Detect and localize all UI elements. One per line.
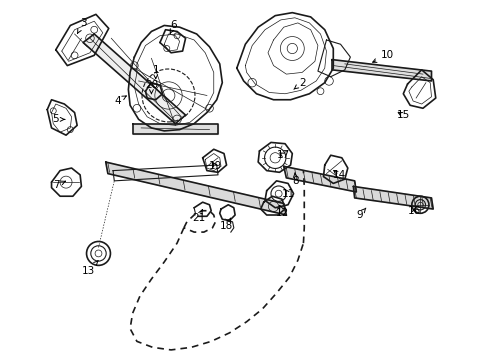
Text: 13: 13: [82, 261, 98, 275]
Text: 4: 4: [114, 96, 126, 106]
Text: 2: 2: [293, 78, 305, 89]
Text: 16: 16: [407, 206, 420, 216]
Text: 9: 9: [356, 208, 365, 220]
Text: 20: 20: [144, 80, 158, 94]
Text: 15: 15: [396, 110, 409, 120]
Text: 19: 19: [208, 161, 222, 171]
Text: 17: 17: [277, 150, 290, 160]
Text: 3: 3: [78, 18, 86, 33]
Text: 18: 18: [220, 218, 233, 231]
Text: 12: 12: [276, 206, 289, 218]
Text: 5: 5: [52, 114, 64, 124]
Polygon shape: [132, 123, 218, 134]
Text: 21: 21: [191, 210, 204, 222]
Polygon shape: [83, 34, 185, 123]
Text: 1: 1: [152, 65, 159, 78]
Text: 7: 7: [53, 180, 65, 190]
Polygon shape: [283, 166, 356, 192]
Polygon shape: [105, 162, 286, 215]
Text: 10: 10: [372, 50, 393, 62]
Polygon shape: [331, 60, 430, 81]
Text: 6: 6: [170, 21, 177, 33]
Text: 8: 8: [292, 173, 299, 186]
Polygon shape: [353, 186, 432, 209]
Text: 14: 14: [332, 170, 345, 180]
Text: 11: 11: [281, 189, 294, 199]
